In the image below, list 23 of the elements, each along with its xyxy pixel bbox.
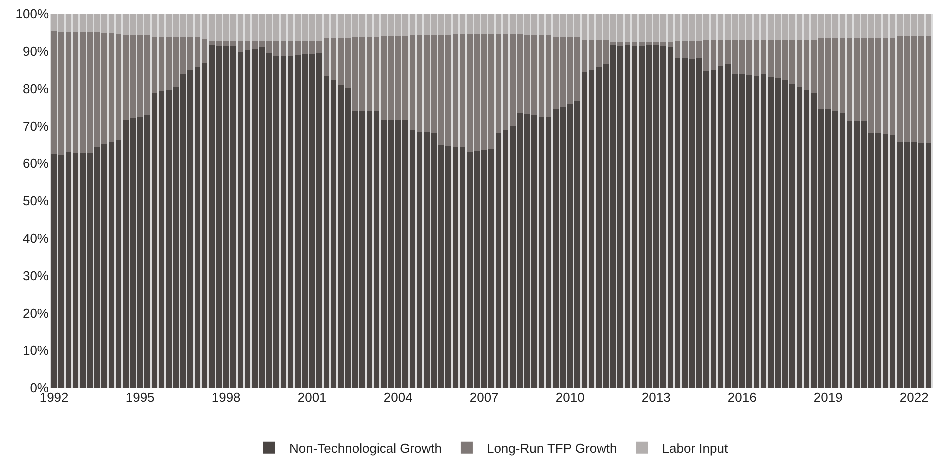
y-tick-label: 40% bbox=[22, 230, 50, 246]
legend-label: Long-Run TFP Growth bbox=[486, 440, 618, 456]
y-tick-label: 10% bbox=[22, 343, 50, 358]
x-tick-label: 2016 bbox=[728, 390, 757, 405]
legend-label: Non-Technological Growth bbox=[290, 440, 442, 456]
x-tick-label: 2007 bbox=[470, 390, 499, 405]
y-tick-label: 100% bbox=[16, 6, 50, 22]
y-tick-label: 90% bbox=[22, 44, 50, 59]
x-tick-label: 1998 bbox=[212, 390, 241, 405]
y-tick-label: 30% bbox=[22, 268, 50, 284]
x-tick-label: 1995 bbox=[126, 390, 155, 405]
y-tick-label: 80% bbox=[22, 81, 50, 96]
y-tick-label: 70% bbox=[22, 118, 50, 134]
x-tick-label: 2013 bbox=[642, 390, 671, 405]
y-tick-label: 60% bbox=[22, 156, 50, 172]
legend-label: Labor Input bbox=[662, 440, 728, 456]
x-tick-label: 2010 bbox=[556, 390, 585, 405]
x-tick-label: 2019 bbox=[814, 390, 843, 405]
x-tick-label: 2022 bbox=[900, 390, 929, 405]
y-tick-label: 20% bbox=[22, 306, 50, 321]
y-tick-label: 50% bbox=[22, 194, 50, 209]
x-tick-label: 2001 bbox=[298, 390, 327, 405]
x-tick-label: 2004 bbox=[384, 390, 413, 405]
